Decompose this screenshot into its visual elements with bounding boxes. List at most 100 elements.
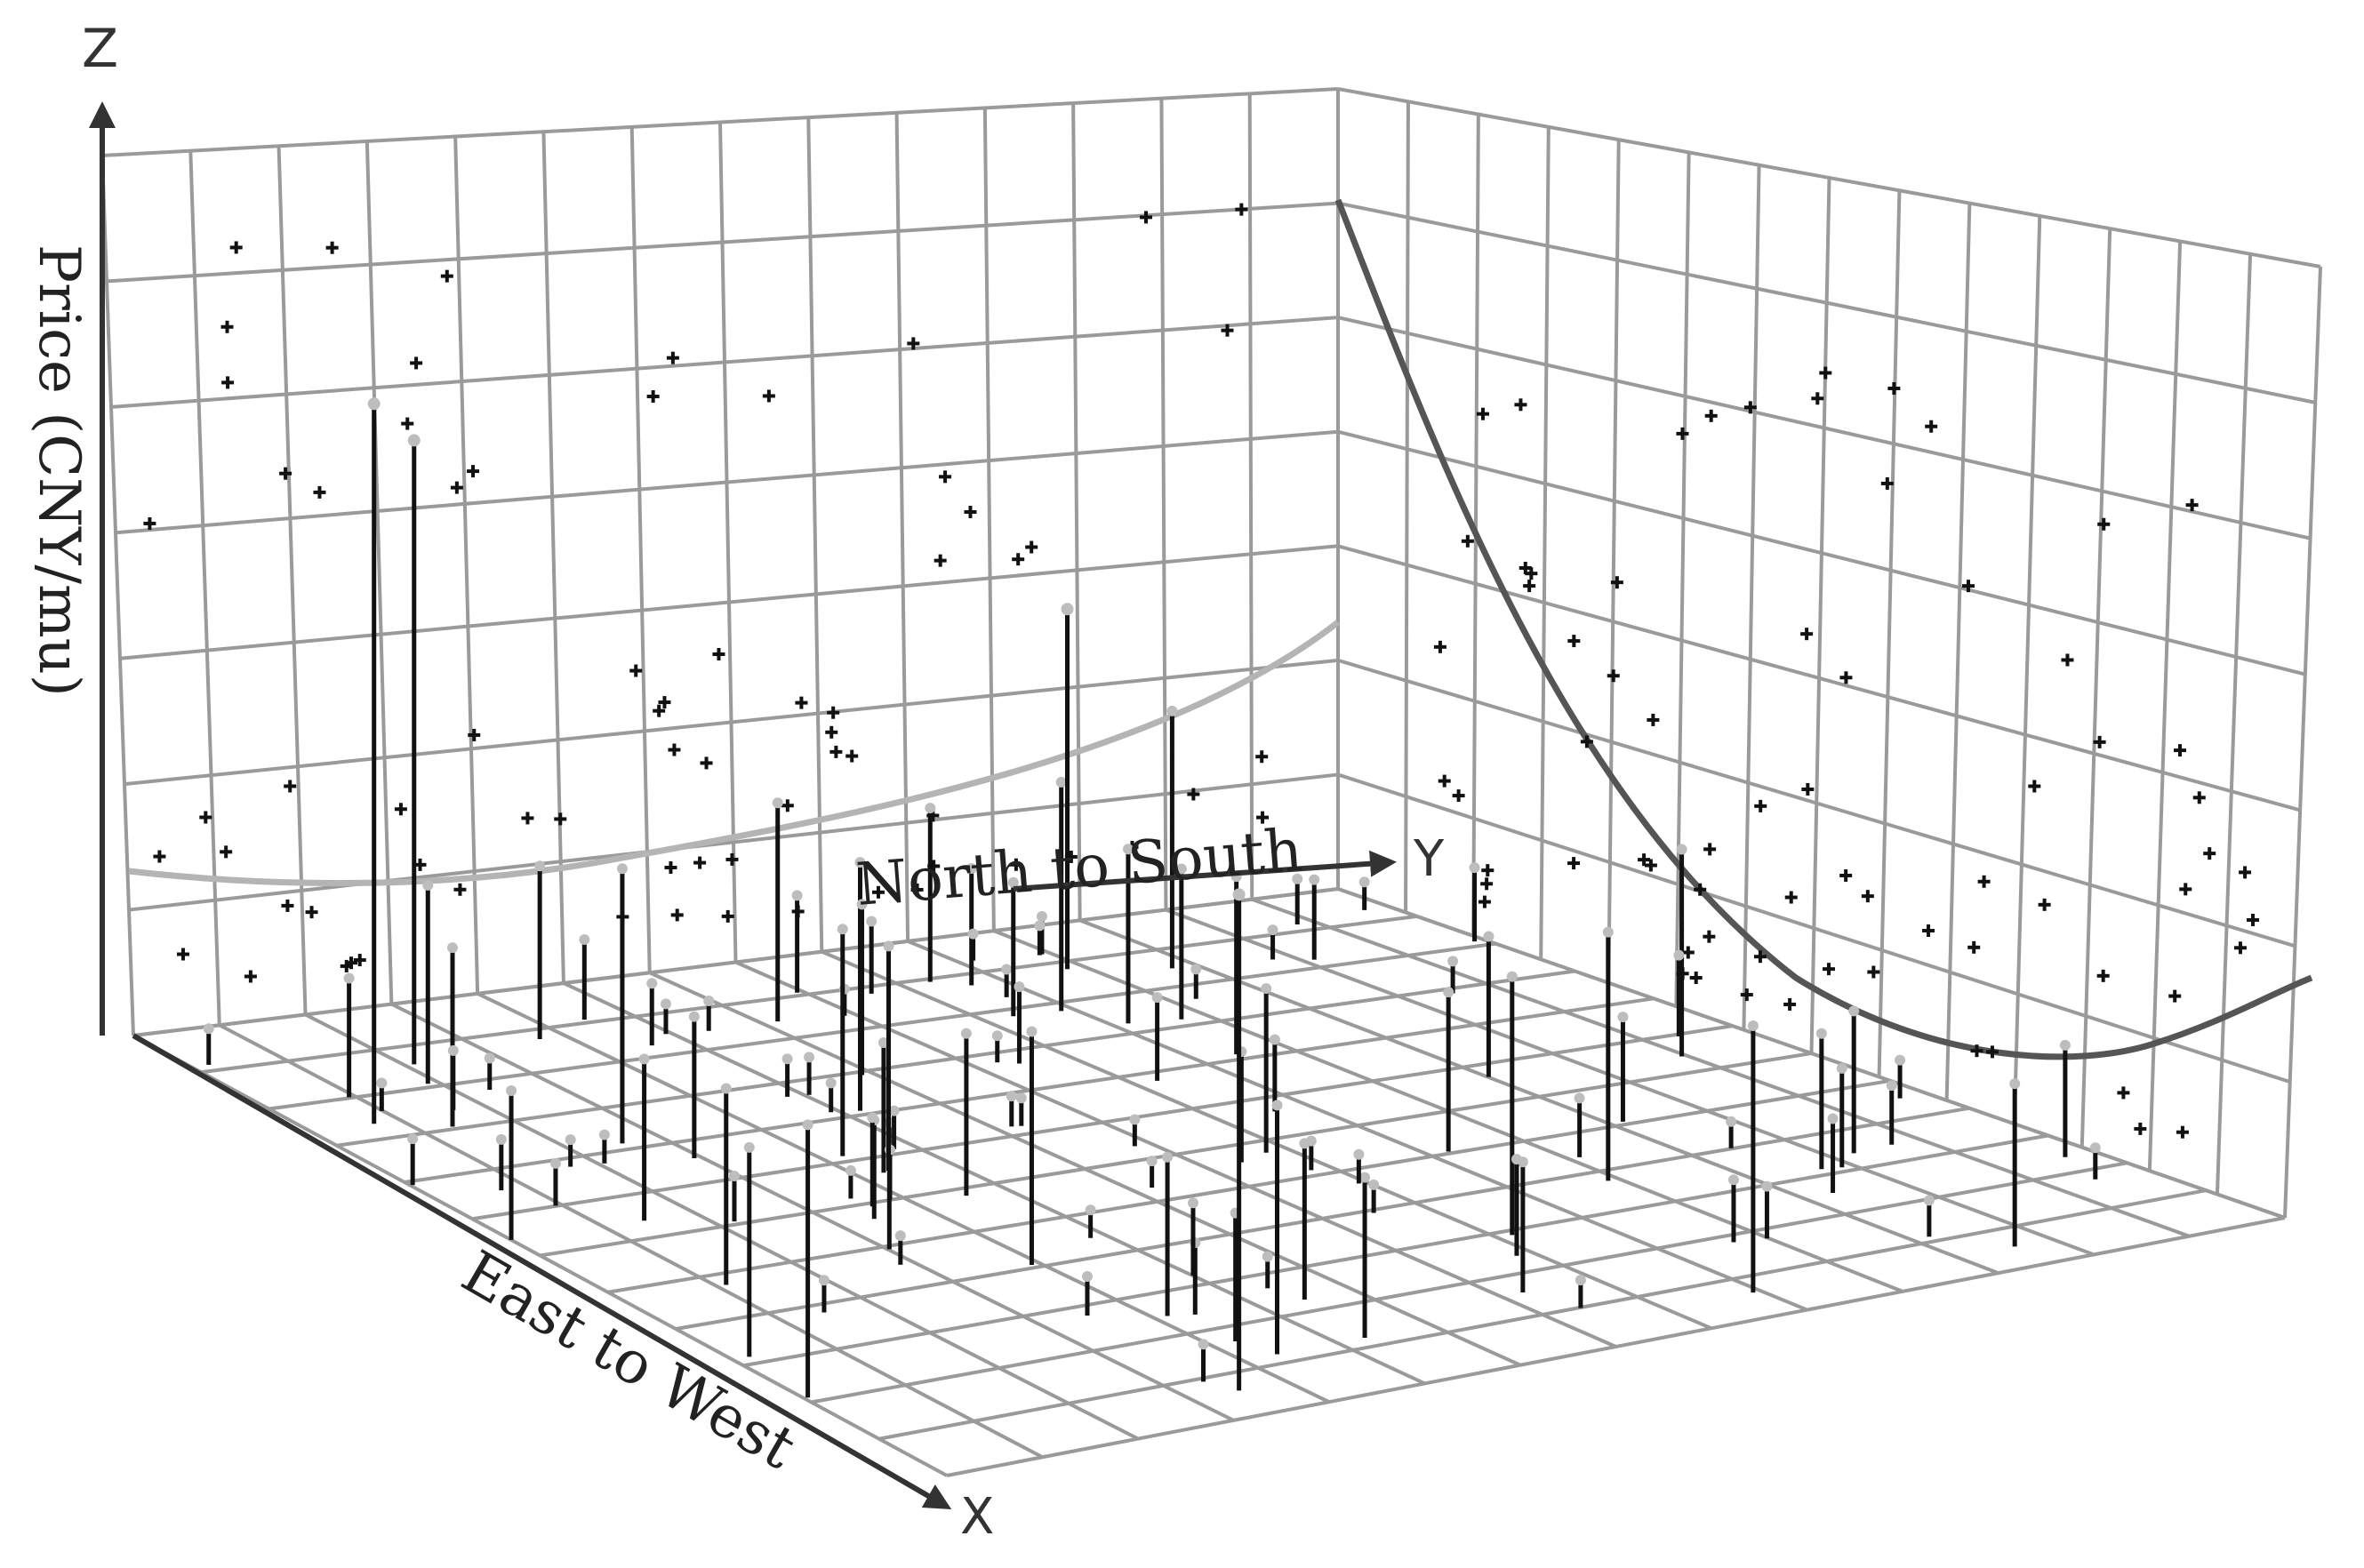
sample-point <box>1081 1271 1093 1283</box>
sample-point <box>1262 1251 1273 1262</box>
sample-point <box>1617 1012 1629 1023</box>
sample-point <box>1309 874 1320 885</box>
floor-line-h <box>811 1161 2128 1404</box>
sample-point <box>1895 1054 1906 1066</box>
sample-point <box>565 1134 576 1146</box>
trend-curve-yz <box>1334 198 2313 1060</box>
sample-point <box>1299 1138 1310 1149</box>
floor-line-h <box>200 914 1418 1075</box>
sample-point <box>1146 1156 1158 1167</box>
sample-point <box>772 797 783 809</box>
wall-right-line-h <box>1337 87 2321 268</box>
sample-point <box>1267 924 1278 936</box>
sample-point <box>367 397 381 411</box>
wall-left-line-h <box>119 544 1339 660</box>
sample-point <box>447 1044 459 1056</box>
wall-right-line-v <box>2080 228 2112 1148</box>
sample-point <box>1007 876 1019 888</box>
sample-point <box>422 879 434 891</box>
sample-point <box>866 916 877 927</box>
sample-point <box>1506 971 1518 982</box>
sample-point <box>1001 964 1013 975</box>
sample-point <box>1511 1154 1522 1165</box>
sample-point <box>376 1077 388 1089</box>
floor-line-h <box>742 1133 2049 1368</box>
wall-left-line-v <box>276 146 308 1015</box>
sample-point <box>646 978 658 989</box>
sample-point <box>688 1011 700 1022</box>
wall-right-line-v <box>2283 266 2322 1219</box>
wall-left-line-h <box>115 429 1339 535</box>
sample-point <box>1727 1174 1739 1186</box>
z-axis-letter: Z <box>82 18 118 80</box>
wall-left-line-h <box>106 201 1339 284</box>
sample-point <box>1923 1195 1935 1206</box>
wall-right-line-v <box>1742 164 1761 1030</box>
sample-point <box>579 933 590 945</box>
sample-point <box>1447 956 1459 967</box>
sample-point <box>549 1157 561 1169</box>
sample-point <box>2009 1078 2021 1090</box>
sample-point <box>1761 1180 1773 1192</box>
x-axis-label: East to West <box>451 1237 807 1483</box>
wall-left-line-h <box>101 87 1339 157</box>
sample-point <box>1469 862 1480 874</box>
sample-point <box>703 995 715 1006</box>
sample-point <box>1261 983 1272 995</box>
x-axis-letter: X <box>960 1488 994 1546</box>
sample-point <box>825 1077 837 1089</box>
wall-right-line-h <box>1337 658 2296 948</box>
sample-point <box>867 1112 878 1124</box>
sample-point <box>616 863 628 875</box>
sample-point <box>534 860 546 872</box>
sample-point <box>1014 981 1025 993</box>
sample-point <box>1061 603 1074 616</box>
sample-point <box>991 1030 1003 1042</box>
z-axis-label: Price (CNY/mu) <box>26 244 92 697</box>
sample-point <box>1747 1020 1759 1032</box>
sample-point <box>802 1119 813 1131</box>
wall-right-line-v <box>2012 215 2042 1124</box>
sample-point <box>1483 931 1495 942</box>
wall-left-line-h <box>110 316 1339 409</box>
floor-line-h <box>878 1188 2207 1441</box>
wall-right-line-v <box>1607 140 1621 983</box>
sample-point <box>1015 1092 1027 1104</box>
wall-left-line-v <box>1247 93 1254 900</box>
sample-point <box>1827 1113 1839 1124</box>
sample-point <box>1232 888 1246 901</box>
wall-left-line-v <box>806 117 824 952</box>
wall-left-line-h <box>128 772 1339 912</box>
sample-point <box>925 803 936 814</box>
sample-point <box>1034 920 1046 932</box>
floor-line-h <box>471 1024 1734 1221</box>
sample-point <box>506 1084 517 1096</box>
wall-right-line-v <box>1809 177 1831 1054</box>
sample-point <box>1190 964 1202 975</box>
wall-right-line-v <box>2147 241 2183 1172</box>
sample-point <box>1187 1197 1198 1209</box>
wall-left-line-v <box>453 136 480 994</box>
sample-point <box>720 1083 732 1094</box>
wall-left-line-v <box>629 126 652 973</box>
wall-left-line-v <box>982 108 996 932</box>
x-axis-arrow <box>132 1033 952 1510</box>
wall-left-line-v <box>541 132 565 984</box>
wall-right-line-h <box>1337 429 2306 676</box>
wall-left-line-v <box>718 122 738 963</box>
sample-point <box>1122 844 1134 855</box>
wall-left-line-v <box>100 155 135 1036</box>
sample-point <box>837 924 848 935</box>
sample-point <box>818 1275 829 1286</box>
sample-point <box>883 940 894 952</box>
wall-left-line-v <box>365 140 394 1004</box>
sample-point <box>1368 1179 1380 1190</box>
sample-point <box>203 1023 214 1035</box>
sample-point <box>1574 1092 1585 1104</box>
sample-point <box>2059 1039 2071 1051</box>
sample-point <box>1175 863 1187 875</box>
trend-curve-xz <box>128 620 1341 886</box>
sample-point <box>1602 926 1614 938</box>
sample-point <box>638 1053 650 1065</box>
floor-line-h <box>607 1078 1891 1294</box>
